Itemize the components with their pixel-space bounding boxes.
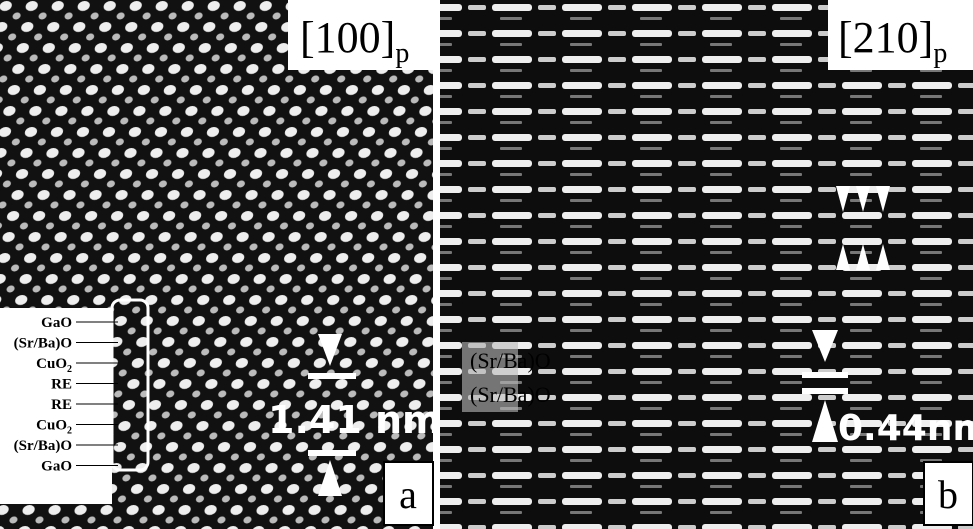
panel-b: [210]p (Sr/Ba)O (Sr/Ba)O 0.44nm b <box>440 0 973 529</box>
marker-line <box>802 388 848 394</box>
layer-label: GaO <box>41 459 72 475</box>
micrograph-b <box>440 0 973 529</box>
layer-subscript: 2 <box>67 364 72 375</box>
layer-name: CuO <box>36 356 67 372</box>
panel-label: b <box>938 472 958 517</box>
scale-text: 0.44nm <box>838 408 973 449</box>
layer-name: (Sr/Ba)O <box>14 438 72 454</box>
layer-name: RE <box>51 397 72 413</box>
marker-line <box>308 373 356 379</box>
panel-a: [100]p GaO(Sr/Ba)OCuO2RERECuO2(Sr/Ba)OGa… <box>0 0 442 529</box>
layer-name: (Sr/Ba)O <box>470 382 551 407</box>
layer-name: (Sr/Ba)O <box>14 336 72 352</box>
layer-name: (Sr/Ba)O <box>470 348 551 373</box>
layer-name: RE <box>51 377 72 393</box>
layer-label: (Sr/Ba)O <box>470 348 551 373</box>
marker-line <box>802 372 848 378</box>
layer-name: GaO <box>41 315 72 331</box>
panel-label: a <box>399 472 417 517</box>
marker-line <box>308 450 356 456</box>
layer-subscript: 2 <box>67 426 72 437</box>
layer-label: RE <box>51 397 72 413</box>
layer-label: (Sr/Ba)O <box>14 438 72 454</box>
layer-label: (Sr/Ba)O <box>470 382 551 407</box>
layer-label: RE <box>51 377 72 393</box>
layer-name: GaO <box>41 459 72 475</box>
layer-name: CuO <box>36 418 67 434</box>
zone-axis: [100]p <box>300 13 409 69</box>
zone-axis: [210]p <box>838 13 947 69</box>
figure: [100]p GaO(Sr/Ba)OCuO2RERECuO2(Sr/Ba)OGa… <box>0 0 973 529</box>
layer-label: (Sr/Ba)O <box>14 336 72 352</box>
scale-text: 1.41 nm <box>268 398 442 442</box>
layer-label: GaO <box>41 315 72 331</box>
